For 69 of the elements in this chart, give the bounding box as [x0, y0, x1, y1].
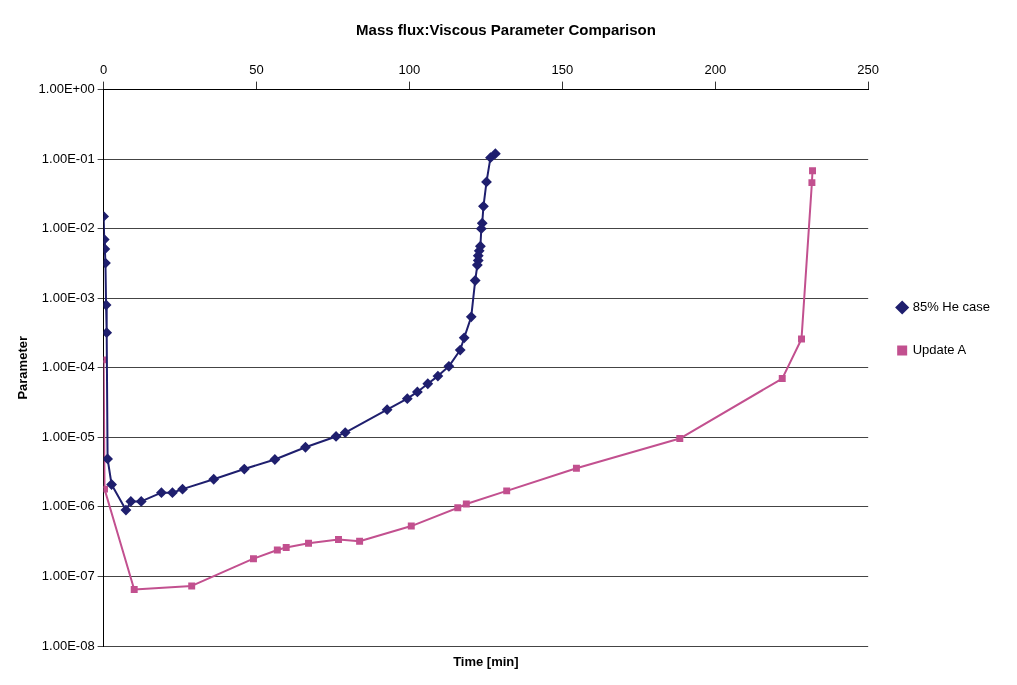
point: [485, 152, 496, 163]
x-tick-label: 200: [704, 62, 727, 78]
point: [282, 544, 290, 552]
point: [412, 386, 423, 397]
point: [490, 148, 501, 159]
legend-label: 85% He case: [912, 299, 991, 315]
point: [402, 393, 413, 404]
point: [340, 427, 351, 438]
y-tick-label: 1.00E-06: [41, 498, 95, 514]
y-tick-label: 1.00E-07: [41, 568, 95, 584]
point: [188, 582, 196, 590]
y-tick-label: 1.00E-05: [41, 428, 95, 444]
point: [156, 487, 167, 498]
point: [407, 522, 415, 530]
point: [273, 546, 281, 554]
point: [136, 496, 147, 507]
x-axis-title: Time [min]: [453, 654, 519, 670]
y-tick-label: 1.00E-02: [41, 220, 95, 236]
point: [177, 484, 188, 495]
point: [808, 179, 816, 187]
point: [106, 479, 117, 490]
point: [208, 474, 219, 485]
point: [103, 299, 112, 310]
y-tick-label: 1.00E-01: [41, 150, 95, 166]
point: [103, 485, 109, 493]
x-tick-label: 0: [100, 62, 108, 78]
chart-title: Mass flux:Viscous Parameter Comparison: [356, 21, 656, 39]
y-axis-title: Parameter: [15, 336, 31, 400]
point: [382, 404, 393, 415]
point: [459, 332, 470, 343]
point: [167, 487, 178, 498]
point: [130, 585, 138, 593]
point: [422, 378, 433, 389]
point: [503, 487, 511, 495]
point: [239, 464, 250, 475]
point: [572, 464, 580, 472]
point: [103, 453, 113, 464]
point: [103, 327, 112, 338]
y-tick-label: 1.00E-03: [41, 289, 95, 305]
legend-label: Update A: [912, 342, 967, 358]
point: [454, 504, 462, 512]
point: [481, 176, 492, 187]
point: [432, 371, 443, 382]
point: [335, 536, 342, 543]
point: [676, 435, 684, 443]
point: [331, 431, 342, 442]
point: [466, 311, 477, 322]
point: [300, 442, 311, 453]
point: [120, 505, 131, 516]
point: [798, 335, 805, 343]
point: [778, 375, 786, 383]
point: [356, 537, 364, 545]
point: [269, 454, 280, 465]
x-tick-label: 150: [551, 62, 574, 78]
point: [809, 167, 816, 175]
y-tick-label: 1.00E-04: [41, 359, 95, 375]
point: [125, 496, 136, 507]
point: [462, 500, 470, 508]
x-tick-label: 50: [249, 62, 264, 78]
y-tick-label: 1.00E-08: [41, 637, 95, 653]
point: [250, 555, 257, 563]
x-tick-label: 250: [857, 62, 880, 78]
point: [443, 361, 454, 372]
y-tick-label: 1.00E+00: [38, 81, 95, 97]
x-tick-label: 100: [398, 62, 421, 78]
point: [470, 275, 481, 286]
point: [305, 539, 312, 547]
point: [455, 345, 466, 356]
point: [478, 201, 489, 212]
